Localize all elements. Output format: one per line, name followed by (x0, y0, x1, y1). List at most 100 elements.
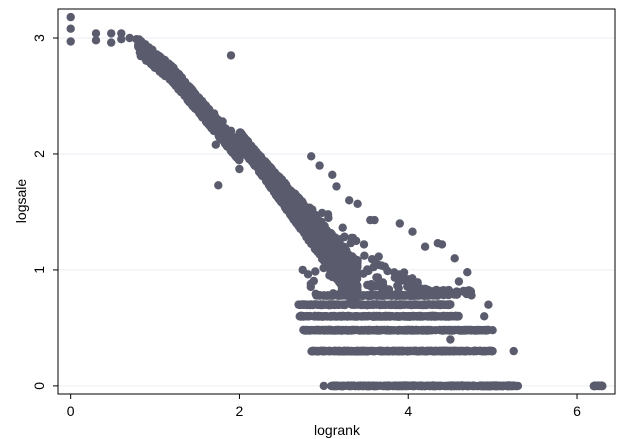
data-point (384, 312, 394, 321)
data-point (226, 51, 236, 60)
data-point (469, 346, 478, 356)
data-point (328, 268, 337, 277)
data-point (328, 248, 337, 257)
data-point (156, 63, 165, 73)
data-point (394, 381, 403, 391)
data-point (446, 381, 455, 391)
data-point (420, 242, 430, 251)
data-point (292, 205, 301, 214)
data-point (296, 311, 306, 321)
data-point (395, 300, 404, 309)
data-point (454, 277, 464, 286)
data-point (294, 219, 303, 228)
data-point (66, 24, 75, 33)
data-point (484, 300, 493, 309)
data-point (345, 381, 354, 391)
data-point (405, 312, 414, 321)
data-point (184, 86, 193, 95)
data-point (211, 140, 220, 149)
data-point (361, 312, 371, 321)
y-tick-label: 0 (31, 382, 47, 390)
data-point (439, 312, 448, 321)
data-point (326, 326, 335, 335)
data-point (407, 300, 416, 310)
data-point (353, 300, 363, 309)
x-axis: 0 2 4 6 (67, 394, 581, 419)
data-point (428, 347, 437, 356)
data-point (132, 35, 141, 44)
data-point (347, 347, 356, 356)
data-point (424, 312, 433, 321)
data-point (393, 291, 402, 300)
data-point (383, 381, 392, 391)
data-point (328, 170, 337, 179)
y-tick-label: 1 (31, 266, 47, 274)
data-point (117, 35, 126, 44)
data-point (176, 77, 185, 87)
data-point (214, 181, 223, 190)
data-point (408, 274, 417, 283)
data-point (327, 236, 336, 245)
data-point (226, 126, 236, 135)
data-point (340, 232, 349, 242)
data-point (415, 346, 424, 356)
data-point (315, 291, 324, 300)
data-point (298, 265, 307, 275)
data-point (429, 381, 438, 390)
data-point (341, 326, 350, 335)
data-point (440, 346, 449, 355)
data-point (269, 181, 278, 190)
data-point (91, 36, 101, 45)
data-point (177, 87, 186, 97)
data-point (311, 267, 320, 276)
data-point (332, 182, 341, 191)
data-point (338, 312, 347, 321)
data-point (125, 33, 134, 43)
data-point (315, 161, 324, 170)
data-point (480, 312, 489, 321)
data-point (335, 326, 344, 335)
data-point (363, 280, 372, 290)
data-point (375, 326, 384, 335)
data-point (353, 347, 363, 356)
y-axis: 0 1 2 3 (31, 34, 58, 390)
data-point (509, 346, 518, 356)
data-point (402, 347, 412, 356)
data-point (410, 281, 419, 290)
data-point (372, 281, 381, 290)
data-point (387, 300, 396, 310)
data-point (385, 326, 395, 335)
data-point (463, 268, 472, 277)
y-tick-label: 2 (31, 150, 47, 158)
data-point (66, 37, 75, 46)
data-point (353, 199, 362, 208)
x-tick-label: 4 (404, 403, 412, 419)
data-point (327, 381, 336, 391)
data-point (513, 381, 523, 391)
data-point (390, 273, 399, 282)
data-point (413, 300, 423, 309)
data-point (417, 325, 426, 335)
data-point (328, 291, 337, 300)
data-point (598, 381, 607, 391)
data-point (306, 300, 315, 310)
data-point (503, 381, 512, 391)
data-point (142, 47, 151, 57)
data-point (338, 223, 347, 232)
data-point (368, 300, 378, 309)
data-point (285, 207, 295, 217)
data-point (437, 240, 447, 249)
data-point (339, 381, 348, 391)
data-point (349, 288, 358, 298)
data-point (277, 193, 286, 203)
data-point (286, 189, 295, 199)
data-point (91, 29, 101, 38)
data-point (138, 40, 147, 50)
data-point (302, 325, 311, 335)
data-point (359, 240, 369, 249)
x-axis-title: logrank (314, 422, 361, 438)
data-point (388, 346, 397, 356)
data-point (408, 227, 417, 236)
data-point (107, 38, 116, 47)
data-point (446, 335, 455, 344)
